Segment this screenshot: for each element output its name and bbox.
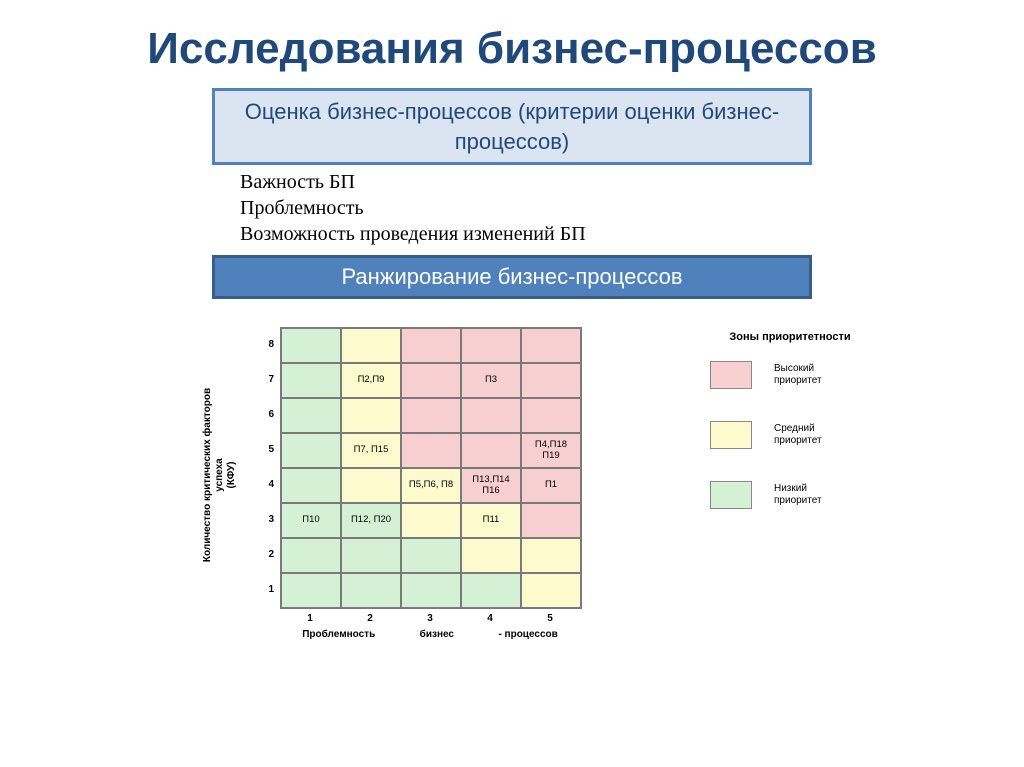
- matrix-cell: [281, 468, 341, 503]
- matrix-cell: П7, П15: [341, 433, 401, 468]
- y-tick-label: 3: [256, 502, 278, 537]
- y-axis-title: Количество критических факторов успеха (…: [202, 375, 238, 575]
- legend: Зоны приоритетности Высокий приоритет Сре…: [660, 331, 920, 541]
- matrix-cell: [461, 538, 521, 573]
- matrix-cell: [521, 398, 581, 433]
- matrix-cell: [341, 398, 401, 433]
- x-tick-label: 2: [340, 613, 400, 624]
- matrix-cell: [341, 573, 401, 608]
- matrix-cell: П4,П18 П19: [521, 433, 581, 468]
- x-axis-labels: 12345: [280, 613, 580, 624]
- y-tick-label: 1: [256, 572, 278, 607]
- matrix-cell: [401, 503, 461, 538]
- matrix-cell: П2,П9: [341, 363, 401, 398]
- matrix-cell: [401, 363, 461, 398]
- y-axis-labels: 87654321: [256, 327, 278, 607]
- matrix-cell: П1: [521, 468, 581, 503]
- x-tick-label: 1: [280, 613, 340, 624]
- matrix-cell: [341, 328, 401, 363]
- ranking-banner: Ранжирование бизнес-процессов: [212, 255, 812, 299]
- matrix-cell: П10: [281, 503, 341, 538]
- criteria-item: Проблемность: [240, 195, 1024, 221]
- criteria-list: Важность БП Проблемность Возможность про…: [240, 169, 1024, 247]
- legend-label: Высокий приоритет: [774, 363, 822, 387]
- matrix-cell: [281, 363, 341, 398]
- x-tick-label: 3: [400, 613, 460, 624]
- priority-matrix-chart: 87654321 П2,П9П3П7, П15П4,П18 П19П5,П6, …: [0, 317, 1024, 697]
- matrix-cell: [401, 538, 461, 573]
- matrix-cell: [461, 433, 521, 468]
- matrix-cell: П3: [461, 363, 521, 398]
- matrix-cell: [281, 398, 341, 433]
- matrix-grid: П2,П9 П3 П7, П15 П4,П18 П19 П5,П6, П8П13,П14…: [280, 327, 582, 609]
- y-tick-label: 4: [256, 467, 278, 502]
- x-axis-title-part: Проблемность: [302, 629, 375, 640]
- matrix-cell: [281, 573, 341, 608]
- criteria-item: Возможность проведения изменений БП: [240, 221, 1024, 247]
- y-tick-label: 5: [256, 432, 278, 467]
- matrix-cell: П11: [461, 503, 521, 538]
- matrix-cell: [341, 538, 401, 573]
- evaluation-banner: Оценка бизнес-процессов (критерии оценки…: [212, 88, 812, 165]
- criteria-item: Важность БП: [240, 169, 1024, 195]
- y-tick-label: 6: [256, 397, 278, 432]
- y-tick-label: 7: [256, 362, 278, 397]
- matrix-cell: [461, 398, 521, 433]
- legend-swatch: [710, 361, 752, 389]
- x-tick-label: 5: [520, 613, 580, 624]
- matrix-cell: [341, 468, 401, 503]
- matrix-cell: [521, 538, 581, 573]
- legend-item: Высокий приоритет: [660, 361, 920, 389]
- legend-label: Средний приоритет: [774, 423, 822, 447]
- matrix-cell: П12, П20: [341, 503, 401, 538]
- legend-swatch: [710, 481, 752, 509]
- matrix-cell: [521, 363, 581, 398]
- x-axis-title-part: - процессов: [498, 629, 557, 640]
- matrix-cell: [401, 328, 461, 363]
- legend-item: Низкий приоритет: [660, 481, 920, 509]
- matrix-cell: [521, 503, 581, 538]
- page-title: Исследования бизнес-процессов: [0, 0, 1024, 82]
- x-tick-label: 4: [460, 613, 520, 624]
- matrix-cell: [401, 433, 461, 468]
- x-axis-title-part: бизнес: [420, 629, 454, 640]
- legend-swatch: [710, 421, 752, 449]
- matrix-cell: [521, 573, 581, 608]
- matrix-cell: [401, 573, 461, 608]
- matrix-cell: [401, 398, 461, 433]
- legend-label: Низкий приоритет: [774, 483, 822, 507]
- matrix-cell: П5,П6, П8: [401, 468, 461, 503]
- x-axis-title: Проблемность бизнес - процессов: [280, 629, 580, 640]
- matrix-cell: [281, 538, 341, 573]
- legend-title: Зоны приоритетности: [660, 331, 920, 343]
- matrix-cell: [281, 433, 341, 468]
- matrix-cell: [461, 328, 521, 363]
- y-tick-label: 2: [256, 537, 278, 572]
- matrix-cell: П13,П14 П16: [461, 468, 521, 503]
- matrix-cell: [521, 328, 581, 363]
- legend-item: Средний приоритет: [660, 421, 920, 449]
- matrix-cell: [281, 328, 341, 363]
- matrix-cell: [461, 573, 521, 608]
- y-tick-label: 8: [256, 327, 278, 362]
